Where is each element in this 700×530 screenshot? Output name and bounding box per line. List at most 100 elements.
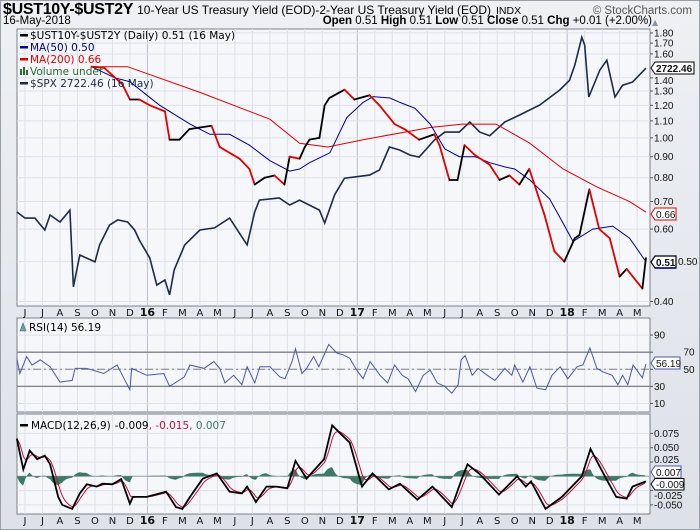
yield-segment (288, 155, 301, 160)
x-axis-label: O (91, 308, 99, 319)
price-legend: $UST10Y-$UST2Y (Daily) 0.51 (16 May) MA(… (20, 30, 235, 90)
yield-segment (328, 88, 346, 99)
high-label: High (380, 15, 407, 27)
x-axis-label: M (213, 308, 222, 319)
x-axis-label: D (126, 308, 134, 319)
macd-axis-label: -0.050 (654, 500, 683, 511)
x-axis-label: D (546, 516, 554, 527)
x-axis-label: F (372, 516, 378, 527)
price-panel (16, 28, 651, 307)
x-axis-label: A (196, 516, 203, 527)
yield-segment (263, 174, 276, 179)
yield-segment (438, 144, 451, 181)
up-arrow-icon: ▲ (652, 18, 659, 27)
y-axis-label: 1.10 (654, 116, 674, 127)
ma50-line (91, 66, 647, 262)
x-axis-label: M (178, 516, 187, 527)
x-axis-label: J (250, 308, 254, 319)
macd-title-prefix: MACD(12,26,9) (31, 420, 111, 432)
signal-value: , -0.015 (149, 420, 190, 432)
x-axis-label: A (406, 308, 413, 319)
yield-segment (343, 88, 356, 101)
y-axis-label: 1.40 (654, 76, 674, 87)
legend-ma200: MA(200) 0.66 (30, 54, 102, 66)
x-axis-label: N (528, 308, 535, 319)
y-axis-label: 1.30 (654, 87, 674, 98)
legend-swatch-spx (20, 82, 28, 85)
y-axis-label: 0.90 (654, 152, 674, 163)
y-axis-label: 0.50 (678, 257, 698, 268)
open-label: Open (322, 15, 353, 27)
macd-histogram (17, 467, 645, 486)
yield-segment (138, 98, 151, 107)
title-row: $UST10Y-$UST2Y 10-Year US Treasury Yield… (3, 1, 692, 18)
macd-legend: MACD(12,26,9) -0.009, -0.015, 0.007 (20, 420, 226, 432)
y-axis-label: 0.40 (654, 297, 674, 308)
x-axis-label: J (40, 308, 44, 319)
rsi-legend: RSI(14) 56.19 (19, 322, 101, 334)
y-axis-label: 0.70 (654, 197, 674, 208)
rsi-icon (19, 322, 27, 332)
ohlc-summary: Open 0.51 High 0.51 Low 0.51 Close 0.51 … (323, 15, 652, 28)
low-label: Low (435, 15, 459, 27)
yield-segment (528, 168, 546, 216)
yield-segment (433, 133, 441, 147)
x-axis-label: J (460, 516, 464, 527)
rsi-title: RSI(14) 56.19 (29, 322, 101, 334)
macd-value: -0.009 (115, 420, 149, 432)
yield-segment (578, 188, 591, 237)
macd-last-label: -0.009 (656, 480, 685, 491)
x-axis-label: J (23, 516, 27, 527)
x-axis-label: J (232, 308, 236, 319)
info-row: 16-May-2018 Open 0.51 High 0.51 Low 0.51… (3, 15, 692, 28)
x-axis-label: N (319, 516, 326, 527)
legend-spx: $SPX 2722.46 (16 May) (30, 78, 154, 90)
yield-segment (518, 168, 531, 186)
macd-axis-label: -0.025 (654, 491, 683, 502)
macd-panel (16, 413, 651, 515)
yield-segment (253, 176, 266, 186)
yield-segment (573, 234, 581, 240)
x-axis-label: M (598, 308, 607, 319)
yield-segment (303, 138, 311, 148)
x-axis-label: 18 (560, 514, 575, 527)
legend-ma50: MA(50) 0.50 (30, 42, 95, 54)
histogram-last-box: 0.007 (650, 465, 682, 479)
yield-segment (393, 123, 406, 131)
x-axis-label: N (319, 308, 326, 319)
close-last-box: 0.51 (650, 255, 677, 269)
yield-segment (353, 94, 371, 101)
yield-segment (248, 168, 256, 186)
x-axis-label: S (74, 308, 80, 319)
x-axis-label: J (442, 308, 446, 319)
rsi-axis-label: 50 (683, 365, 695, 376)
x-axis-label: S (74, 516, 80, 527)
x-axis-label: J (40, 516, 44, 527)
macd-axis-label: 0.050 (654, 443, 679, 454)
x-axis-label: 18 (560, 306, 575, 319)
yield-segment (178, 128, 191, 141)
spx-last-label: 2722.46 (656, 64, 693, 75)
x-axis-label: M (423, 516, 432, 527)
yield-segment (148, 104, 166, 113)
stockcharts-link[interactable]: © StockCharts.com (592, 5, 692, 17)
yield-segment (218, 146, 241, 160)
yield-segment (498, 174, 511, 181)
yield-segment (273, 174, 286, 186)
yield-segment (456, 144, 466, 181)
x-axis-label: A (616, 308, 623, 319)
x-axis-label: M (598, 516, 607, 527)
y-axis-label: 1.80 (654, 28, 674, 39)
x-axis-label: O (511, 308, 519, 319)
yield-segment (308, 136, 321, 141)
x-axis-label: A (266, 516, 273, 527)
macd-axis-label: 0.025 (654, 455, 679, 466)
yield-segment (473, 153, 491, 166)
x-axis-label: M (178, 308, 187, 319)
yield-segment (608, 237, 621, 278)
x-axis-label: F (582, 516, 588, 527)
x-axis-label: O (301, 516, 309, 527)
yield-segment (588, 188, 601, 230)
x-axis-label: A (476, 516, 483, 527)
y-axis-label: 1.00 (654, 133, 674, 144)
